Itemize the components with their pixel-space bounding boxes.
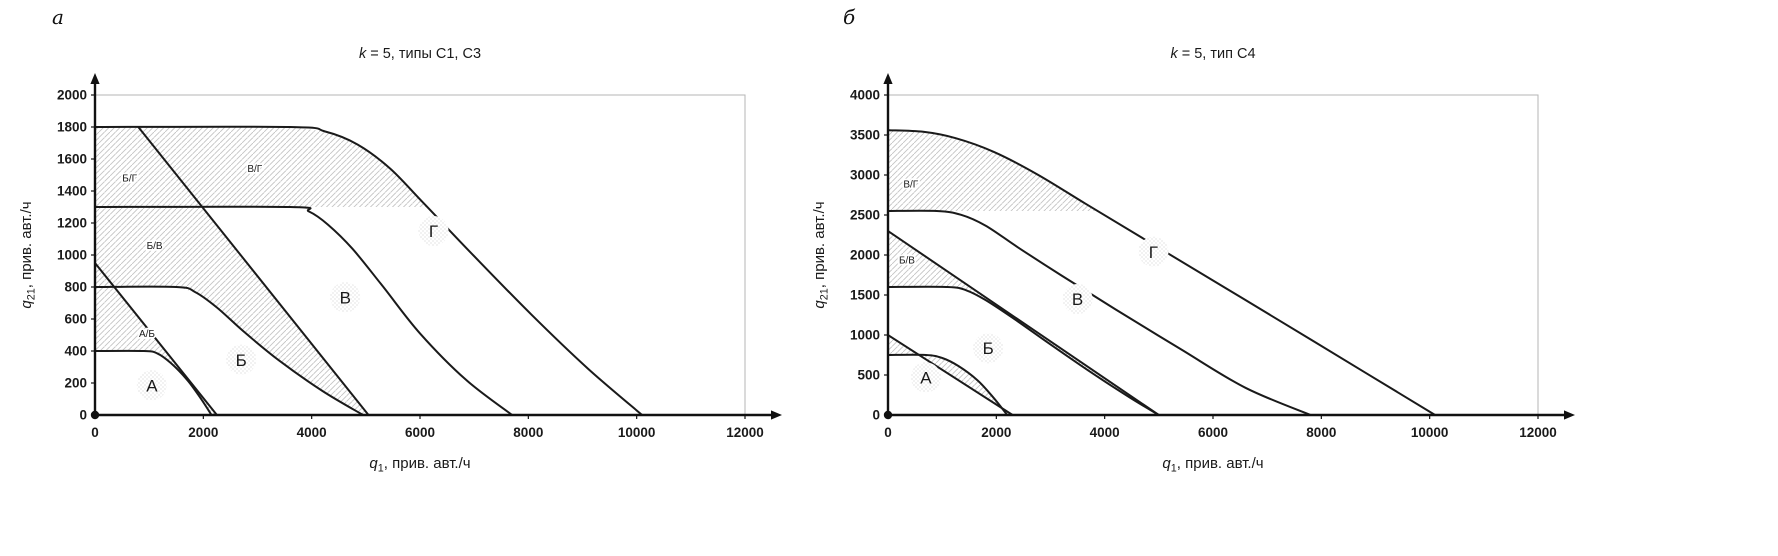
x-tick-label: 8000 bbox=[513, 425, 543, 440]
series-boundary-v bbox=[887, 209, 1312, 416]
zone-b-label: Б bbox=[983, 339, 994, 358]
x-tick-label: 6000 bbox=[1198, 425, 1228, 440]
y-tick-label: 1500 bbox=[850, 288, 880, 303]
x-tick-label: 4000 bbox=[1090, 425, 1120, 440]
series-line-b-v bbox=[137, 126, 370, 416]
zone-v-g-label: В/Г bbox=[247, 164, 262, 175]
zone-v-label: В bbox=[340, 288, 351, 307]
zone-a-b-label: А/Б bbox=[139, 329, 155, 340]
panel-label-a: а bbox=[52, 5, 64, 29]
y-axis-arrow bbox=[90, 73, 100, 84]
series-boundary-b bbox=[887, 285, 1160, 416]
y-tick-label: 1200 bbox=[57, 216, 87, 231]
zone-g-badge-stipple bbox=[418, 216, 449, 246]
y-tick-label: 2500 bbox=[850, 208, 880, 223]
series-boundary-a bbox=[94, 349, 213, 416]
series-boundary-b bbox=[94, 285, 365, 416]
plot-area bbox=[887, 94, 1539, 416]
zone-b-v-label: Б/В bbox=[147, 241, 163, 252]
series-boundary-v bbox=[94, 205, 514, 416]
chart-type-c4: А Б В Г Б/В В/Г 0 2000 4000 6000 8000 10000 12000 0 50… bbox=[811, 46, 1575, 475]
x-axis-label: q1, прив. авт./ч bbox=[1162, 455, 1263, 475]
zone-a-badge-stipple bbox=[910, 362, 941, 393]
y-axis-label: q21, прив. авт./ч bbox=[811, 201, 831, 308]
y-tick-label: 600 bbox=[64, 312, 87, 327]
zone-b-badge-stipple bbox=[973, 333, 1004, 364]
zone-g-label: Г bbox=[1149, 243, 1158, 262]
series-boundary-g bbox=[94, 125, 644, 416]
x-tick-label: 4000 bbox=[297, 425, 327, 440]
zone-g-label: Г bbox=[429, 222, 438, 241]
zone-b-badge-stipple bbox=[226, 344, 257, 375]
y-tick-label: 4000 bbox=[850, 88, 880, 103]
zone-b-g-label: Б/Г bbox=[122, 174, 137, 185]
hatched-region-b-v bbox=[95, 207, 369, 415]
hatched-region-b-g bbox=[95, 127, 203, 207]
zone-v-g-label: В/Г bbox=[903, 179, 918, 190]
x-tick-label: 2000 bbox=[981, 425, 1011, 440]
zone-v-badge-stipple bbox=[330, 282, 361, 313]
y-tick-label: 0 bbox=[872, 408, 880, 423]
zone-g-badge-stipple bbox=[1138, 236, 1169, 267]
hatched-region-v-g bbox=[138, 127, 428, 207]
y-tick-label: 0 bbox=[79, 408, 87, 423]
y-tick-label: 1000 bbox=[57, 248, 87, 263]
series-boundary-g bbox=[887, 129, 1437, 416]
y-tick-label: 1400 bbox=[57, 184, 87, 199]
x-tick-label: 0 bbox=[884, 425, 892, 440]
x-tick-label: 12000 bbox=[1519, 425, 1557, 440]
zone-a-badge-stipple bbox=[136, 370, 167, 401]
zone-v-label: В bbox=[1072, 290, 1083, 309]
zone-v-badge-stipple bbox=[1062, 284, 1093, 314]
series-boundary-a bbox=[887, 353, 1009, 416]
y-tick-label: 1600 bbox=[57, 152, 87, 167]
x-axis-label: q1, прив. авт./ч bbox=[369, 455, 470, 475]
x-tick-label: 6000 bbox=[405, 425, 435, 440]
y-tick-label: 2000 bbox=[850, 248, 880, 263]
y-tick-label: 500 bbox=[857, 368, 880, 383]
y-tick-label: 200 bbox=[64, 376, 87, 391]
series-line-a-b bbox=[94, 262, 218, 416]
chart-title: k = 5, тип С4 bbox=[1170, 46, 1255, 62]
y-axis-label: q21, прив. авт./ч bbox=[18, 201, 38, 308]
y-tick-label: 1800 bbox=[57, 120, 87, 135]
hatched-region-v-g bbox=[888, 130, 1099, 211]
chart-title: k = 5, типы С1, С3 bbox=[359, 46, 481, 62]
y-tick-label: 400 bbox=[64, 344, 87, 359]
y-tick-label: 800 bbox=[64, 280, 87, 295]
x-tick-label: 12000 bbox=[726, 425, 764, 440]
y-axis-arrow bbox=[883, 73, 893, 84]
x-tick-label: 10000 bbox=[618, 425, 656, 440]
zone-a-label: А bbox=[146, 376, 158, 395]
series-line-a-b bbox=[887, 334, 1014, 416]
x-tick-label: 10000 bbox=[1411, 425, 1449, 440]
x-axis-arrow bbox=[771, 410, 782, 420]
zone-b-v-label: Б/В bbox=[899, 255, 915, 266]
series-line-b-v bbox=[887, 230, 1160, 416]
x-tick-label: 8000 bbox=[1306, 425, 1336, 440]
y-tick-label: 3500 bbox=[850, 128, 880, 143]
y-tick-label: 2000 bbox=[57, 88, 87, 103]
zone-b-label: Б bbox=[236, 351, 247, 370]
panel-label-b: б bbox=[843, 5, 856, 29]
y-tick-label: 3000 bbox=[850, 168, 880, 183]
x-axis-arrow bbox=[1564, 410, 1575, 420]
zone-a-label: А bbox=[920, 368, 932, 387]
y-tick-label: 1000 bbox=[850, 328, 880, 343]
x-tick-label: 2000 bbox=[188, 425, 218, 440]
x-tick-label: 0 bbox=[91, 425, 99, 440]
